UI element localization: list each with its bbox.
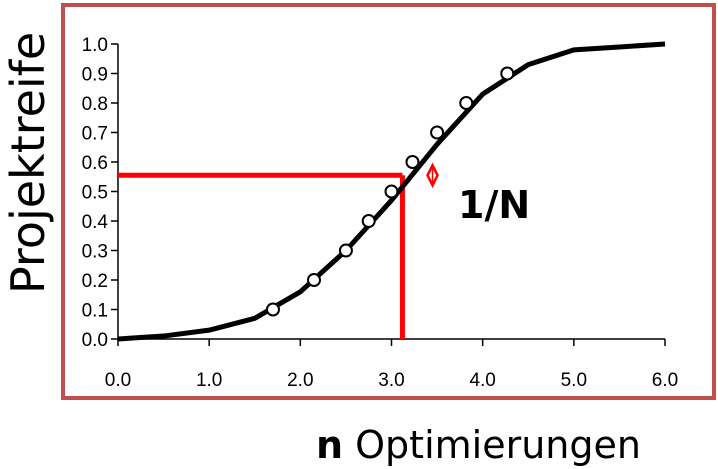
x-tick-label: 6.0: [652, 370, 678, 391]
x-axis-label-rest: Optimierungen: [343, 423, 641, 467]
y-tick-label: 0.6: [82, 153, 108, 174]
y-tick-label: 0.7: [82, 124, 108, 145]
data-point: [308, 274, 320, 286]
x-tick-label: 0.0: [105, 370, 131, 391]
diamond-marker-group: [428, 165, 438, 185]
y-tick-label: 0.4: [82, 212, 109, 233]
x-tick-label: 4.0: [469, 370, 495, 391]
y-tick-label: 0.1: [82, 301, 108, 322]
y-tick-label: 0.9: [82, 65, 108, 86]
data-point: [363, 215, 375, 227]
y-tick-label: 0.3: [82, 242, 108, 263]
x-axis-label: n Optimierungen: [316, 423, 641, 467]
y-tick-label: 0.5: [82, 183, 108, 204]
annotation-label: 1/N: [458, 183, 530, 227]
data-point: [501, 68, 513, 80]
x-axis-label-bold: n: [316, 423, 343, 467]
y-tick-label: 1.0: [82, 35, 108, 56]
data-point: [340, 245, 352, 257]
x-tick-label: 2.0: [287, 370, 313, 391]
data-point: [431, 127, 443, 139]
data-point: [406, 156, 418, 168]
x-tick-label: 5.0: [561, 370, 587, 391]
data-point: [267, 304, 279, 316]
x-tick-label: 1.0: [196, 370, 222, 391]
y-axis-label: Projektreife: [1, 32, 55, 294]
x-tick-label: 3.0: [378, 370, 404, 391]
y-tick-label: 0.0: [82, 330, 108, 351]
data-point: [386, 186, 398, 198]
y-tick-label: 0.2: [82, 271, 108, 292]
y-tick-label: 0.8: [82, 94, 108, 115]
x-ticks: 0.0 1.0 2.0 3.0 4.0 5.0 6.0: [105, 339, 678, 391]
data-point: [460, 97, 472, 109]
y-ticks: 0.0 0.1 0.2 0.3 0.4 0.5 0.6 0.7 0.8 0.9 1.0: [82, 35, 118, 351]
